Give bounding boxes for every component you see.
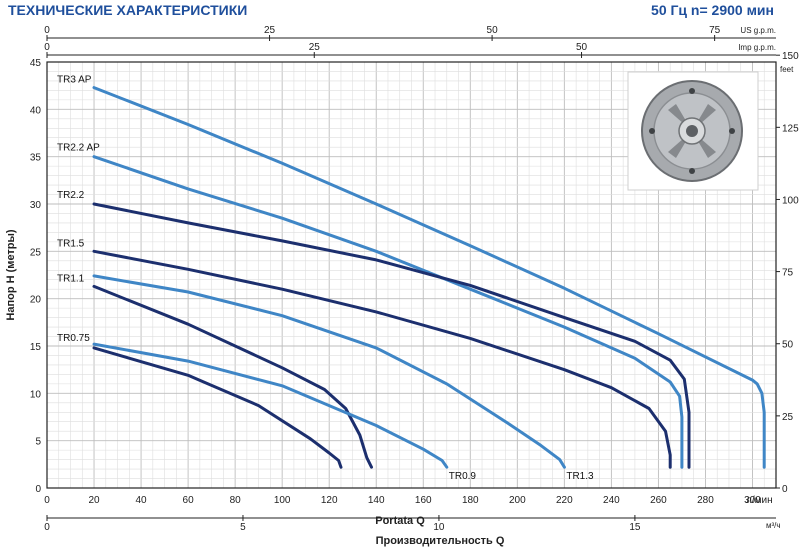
m3h-unit-label: м³/ч <box>766 521 781 530</box>
y-tick-label: 5 <box>35 437 41 448</box>
series-line <box>92 284 373 469</box>
x-tick-label: 240 <box>603 495 620 506</box>
y-tick-label: 45 <box>30 58 42 69</box>
us-gpm-tick-label: 0 <box>44 25 50 36</box>
series-line <box>92 274 566 469</box>
series-end-label: TR0.9 <box>449 471 477 482</box>
imp-gpm-unit-label: Imp g.p.m. <box>738 43 776 52</box>
x-tick-label: 80 <box>230 495 242 506</box>
feet-tick-label: 0 <box>782 484 788 495</box>
series-label: TR2.2 <box>57 190 85 201</box>
m3h-tick-label: 15 <box>629 522 641 533</box>
us-gpm-tick-label: 75 <box>709 25 721 36</box>
plot-frame <box>46 35 780 521</box>
us-gpm-unit-label: US g.p.m. <box>740 26 776 35</box>
x-unit-label: л/мин <box>746 495 773 506</box>
feet-tick-label: 100 <box>782 195 799 206</box>
pump-impeller-image <box>627 71 759 191</box>
series-line <box>92 346 343 469</box>
x-tick-label: 280 <box>697 495 714 506</box>
x-tick-label: 40 <box>136 495 148 506</box>
x-tick-label: 220 <box>556 495 573 506</box>
y-tick-label: 25 <box>30 247 42 258</box>
y-tick-label: 30 <box>30 200 42 211</box>
feet-tick-label: 25 <box>782 412 794 423</box>
feet-tick-label: 150 <box>782 51 799 62</box>
y-axis-title: Напор Н (метры) <box>5 229 17 320</box>
imp-gpm-tick-label: 50 <box>576 42 588 53</box>
x-tick-label: 0 <box>44 495 50 506</box>
x-tick-label: 60 <box>183 495 195 506</box>
chart-title: ТЕХНИЧЕСКИЕ ХАРАКТЕРИСТИКИ <box>8 2 248 18</box>
y-tick-label: 40 <box>30 105 42 116</box>
x-axis-title: Portata Q <box>375 515 425 527</box>
x-tick-label: 300 <box>744 495 761 506</box>
m3h-tick-label: 5 <box>240 522 246 533</box>
series-group <box>92 86 766 469</box>
plot-border <box>46 61 777 489</box>
series-line <box>92 86 766 469</box>
us-gpm-tick-label: 50 <box>487 25 499 36</box>
series-label: TR1.5 <box>57 238 85 249</box>
series-label: TR1.1 <box>57 273 85 284</box>
series-line <box>92 249 672 469</box>
y-tick-label: 10 <box>30 389 42 400</box>
feet-tick-label: 125 <box>782 123 799 134</box>
series-line <box>92 342 449 469</box>
m3h-tick-label: 10 <box>433 522 445 533</box>
series-label: TR3 AP <box>57 75 92 86</box>
x-tick-label: 20 <box>88 495 100 506</box>
series-label: TR0.75 <box>57 333 90 344</box>
series-line <box>92 202 691 469</box>
y-tick-label: 20 <box>30 295 42 306</box>
m3h-tick-label: 0 <box>44 522 50 533</box>
feet-tick-label: 75 <box>782 268 794 279</box>
imp-gpm-tick-label: 0 <box>44 42 50 53</box>
x-tick-label: 140 <box>368 495 385 506</box>
y-tick-label: 15 <box>30 342 42 353</box>
x-tick-label: 200 <box>509 495 526 506</box>
series-end-label: TR1.3 <box>566 471 594 482</box>
x-tick-label: 160 <box>415 495 432 506</box>
x-tick-label: 120 <box>321 495 338 506</box>
series-label: TR2.2 AP <box>57 143 100 154</box>
x-axis-title-ru: Производительность Q <box>376 535 505 547</box>
us-gpm-tick-label: 25 <box>264 25 276 36</box>
y-tick-label: 35 <box>30 153 42 164</box>
imp-gpm-tick-label: 25 <box>309 42 321 53</box>
series-line <box>92 155 684 469</box>
x-tick-label: 260 <box>650 495 667 506</box>
feet-tick-label: 50 <box>782 340 794 351</box>
x-tick-label: 180 <box>462 495 479 506</box>
x-tick-label: 100 <box>274 495 291 506</box>
y-tick-label: 0 <box>35 484 41 495</box>
feet-unit-label: feet <box>780 65 794 74</box>
spec-label: 50 Гц n= 2900 мин <box>651 2 774 18</box>
